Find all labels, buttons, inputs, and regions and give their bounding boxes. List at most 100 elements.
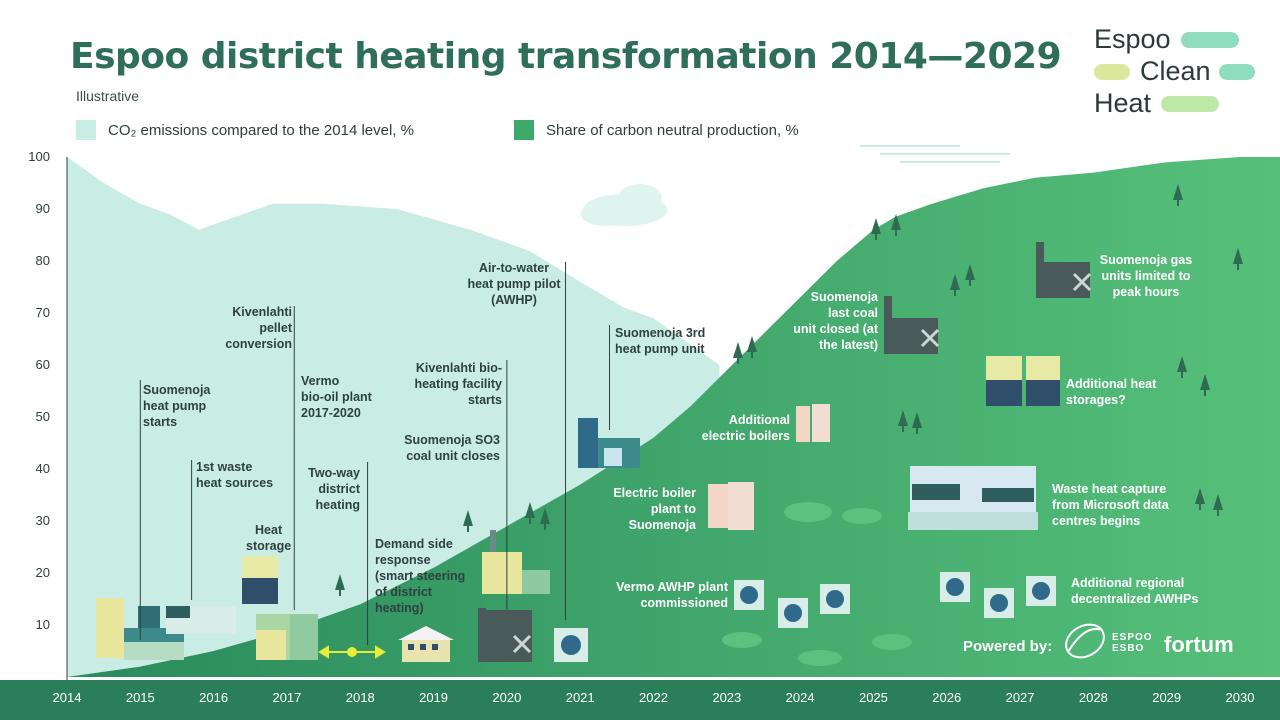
tree-trunk xyxy=(916,428,918,434)
heat-storage-icon xyxy=(242,556,278,604)
x-tick-label: 2029 xyxy=(1152,690,1182,705)
brand-line-3: Heat xyxy=(1094,88,1152,118)
tree-trunk xyxy=(1217,510,1219,516)
tree-icon xyxy=(898,410,908,426)
tree-icon xyxy=(463,510,473,526)
y-tick-label: 40 xyxy=(35,461,50,476)
y-tick-label: 80 xyxy=(35,253,50,268)
x-tick-label: 2024 xyxy=(785,690,815,705)
tree-trunk xyxy=(902,426,904,432)
y-tick-label: 100 xyxy=(28,149,50,164)
tree-icon xyxy=(912,412,922,428)
tree-icon xyxy=(1177,356,1187,372)
brand-pill-4 xyxy=(1161,95,1220,112)
x-tick-label: 2017 xyxy=(272,690,302,705)
tree-trunk xyxy=(969,280,971,286)
annotation-electric-boiler-plant: Electric boiler plant to Suomenoja xyxy=(613,486,696,532)
espoo-logo-text: ESPOO ESBO xyxy=(1112,632,1153,654)
annotation-waste-heat: 1st waste heat sources xyxy=(196,460,274,490)
annotation-leader-lines xyxy=(139,262,611,645)
y-tick-label: 30 xyxy=(35,513,50,528)
page-title: Espoo district heating transformation 20… xyxy=(70,36,1062,77)
electric-boilers-icon xyxy=(708,404,830,530)
annotation-suomenoja-3rd-pump: Suomenoja 3rd heat pump unit xyxy=(615,326,706,356)
carbon-neutral-area xyxy=(67,157,1280,677)
annotation-vermo-awhp: Vermo AWHP plant commissioned xyxy=(616,580,728,610)
x-tick-label: 2023 xyxy=(712,690,742,705)
x-tick-label: 2020 xyxy=(492,690,522,705)
annotation-regional-awhps: Additional regional decentralized AWHPs xyxy=(1071,576,1199,606)
x-tick-label: 2025 xyxy=(858,690,888,705)
annotation-suomenoja-heat-pump: Suomenoja heat pump starts xyxy=(143,383,211,429)
x-tick-label: 2026 xyxy=(932,690,962,705)
tree-trunk xyxy=(1237,264,1239,270)
tree-trunk xyxy=(751,352,753,358)
tree-trunk xyxy=(339,590,341,596)
tree-icon xyxy=(1195,488,1205,504)
y-tick-label: 20 xyxy=(35,565,50,580)
house-icon xyxy=(398,626,454,662)
tree-trunk xyxy=(875,234,877,240)
annotation-demand-side-response: Demand side response (smart steering of … xyxy=(375,537,466,615)
closed-coal-unit-icon xyxy=(478,608,532,662)
powered-by-label: Powered by: xyxy=(963,638,1053,655)
annotation-last-coal-unit: Suomenoja last coal unit closed (at the … xyxy=(793,290,878,352)
x-tick-label: 2014 xyxy=(52,690,82,705)
legend-neutral-label: Share of carbon neutral production, % xyxy=(546,121,799,139)
tree-trunk xyxy=(954,290,956,296)
x-tick-label: 2028 xyxy=(1078,690,1108,705)
bio-heating-facility-icon xyxy=(482,530,550,594)
tree-icon xyxy=(871,218,881,234)
vermo-awhp-icons xyxy=(734,580,850,628)
legend-co2-swatch xyxy=(76,120,96,140)
legend-co2-label: CO₂ emissions compared to the 2014 level… xyxy=(108,121,414,139)
legend-neutral: Share of carbon neutral production, % xyxy=(514,120,799,140)
tree-trunk xyxy=(1177,200,1179,206)
tree-icon xyxy=(1173,184,1183,200)
tree-trunk xyxy=(1181,372,1183,378)
espoo-logo-icon xyxy=(1065,623,1105,659)
awhp-pilot-icon xyxy=(554,628,588,662)
waste-heat-icon xyxy=(166,606,236,634)
heat-storages-icon xyxy=(986,356,1060,406)
suomenoja-3rd-heat-pump-icon xyxy=(578,418,640,468)
brand-line-1: Espoo xyxy=(1094,24,1171,54)
tree-icon xyxy=(335,574,345,590)
brand-pill-1 xyxy=(1180,31,1239,48)
brand-line-2: Clean xyxy=(1140,56,1211,86)
annotation-heat-storage: Heat storage xyxy=(246,523,292,553)
x-tick-label: 2027 xyxy=(1005,690,1035,705)
tree-trunk xyxy=(737,358,739,364)
neutral-area-layer xyxy=(67,157,1280,677)
annotation-awhp-pilot: Air-to-water heat pump pilot (AWHP) xyxy=(467,261,561,307)
legend-co2: CO₂ emissions compared to the 2014 level… xyxy=(76,120,414,140)
tree-icon xyxy=(540,508,550,524)
tree-icon xyxy=(950,274,960,290)
brand-pill-3 xyxy=(1218,63,1255,80)
annotation-kivenlahti-pellet: Kivenlahti pellet conversion xyxy=(225,305,292,351)
y-tick-label: 90 xyxy=(35,201,50,216)
x-tick-label: 2021 xyxy=(565,690,595,705)
x-tick-label: 2018 xyxy=(345,690,375,705)
brand-pill-2 xyxy=(1094,63,1130,80)
tree-trunk xyxy=(467,526,469,532)
bio-plant-icon xyxy=(256,614,318,660)
tree-trunk xyxy=(1199,504,1201,510)
annotation-additional-boilers: Additional electric boilers xyxy=(701,413,790,443)
tree-icon xyxy=(733,342,743,358)
annotation-kivenlahti-bio: Kivenlahti bio- heating facility starts xyxy=(414,361,502,407)
y-tick-label: 60 xyxy=(35,357,50,372)
tree-icon xyxy=(747,336,757,352)
y-tick-label: 10 xyxy=(35,617,50,632)
y-tick-label: 70 xyxy=(35,305,50,320)
tree-trunk xyxy=(529,518,531,524)
tree-icon xyxy=(1200,374,1210,390)
fortum-logo: fortum xyxy=(1164,632,1234,657)
tree-icon xyxy=(525,502,535,518)
tree-trunk xyxy=(1204,390,1206,396)
tree-icons xyxy=(335,184,1243,596)
x-tick-label: 2016 xyxy=(199,690,229,705)
suomenoja-heat-pump-icon xyxy=(96,598,184,660)
x-tick-label: 2019 xyxy=(419,690,449,705)
annotation-microsoft-data-centres: Waste heat capture from Microsoft data c… xyxy=(1052,482,1169,528)
